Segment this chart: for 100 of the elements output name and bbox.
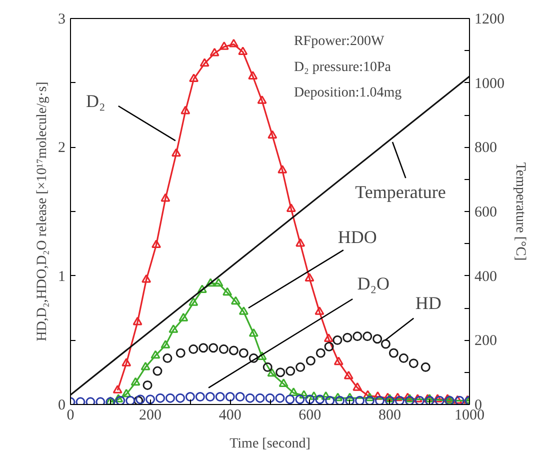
point	[200, 58, 210, 67]
point	[334, 356, 344, 366]
point	[344, 370, 354, 380]
point	[345, 392, 355, 402]
annotation: RFpower:200W	[294, 34, 385, 50]
point	[257, 95, 267, 104]
point	[176, 348, 186, 358]
point	[248, 71, 258, 80]
point	[286, 366, 296, 376]
point	[178, 312, 188, 322]
point	[321, 391, 331, 400]
text: D₂	[86, 90, 106, 111]
point	[295, 394, 305, 404]
point	[324, 342, 334, 352]
point	[304, 273, 314, 282]
point	[392, 392, 402, 402]
point	[76, 397, 86, 404]
point	[420, 362, 430, 372]
point	[267, 368, 277, 377]
point	[166, 393, 175, 403]
y-tick-label: 2	[58, 140, 66, 156]
point	[215, 392, 225, 402]
y2-tick-label: 1200	[474, 12, 504, 28]
point	[175, 393, 185, 403]
y2-tick-label: 1000	[474, 76, 504, 92]
point	[225, 392, 235, 402]
point	[362, 332, 372, 342]
point	[222, 287, 232, 296]
y-tick-label: 3	[58, 12, 66, 28]
point	[197, 284, 207, 294]
point	[309, 391, 319, 400]
point	[255, 393, 265, 403]
point	[195, 392, 205, 402]
point	[365, 392, 374, 402]
point	[230, 296, 240, 305]
point	[315, 394, 325, 404]
point	[185, 392, 195, 402]
x-axis-title: Time [second]	[230, 436, 310, 452]
point	[219, 41, 229, 50]
point	[314, 306, 324, 315]
point	[408, 358, 418, 368]
point	[352, 332, 362, 342]
point	[122, 358, 132, 366]
point	[305, 394, 315, 404]
x-tick-label: 200	[139, 408, 162, 424]
point	[352, 382, 362, 391]
x-tick-label: 600	[298, 408, 322, 424]
point	[206, 278, 216, 287]
point	[140, 362, 150, 370]
point	[388, 348, 398, 358]
point	[374, 396, 384, 404]
point	[268, 130, 278, 139]
y-tick-label: 0	[58, 398, 66, 414]
y2-axis-title: Temperature [°C]	[512, 162, 528, 261]
point	[168, 324, 178, 333]
point	[188, 344, 198, 354]
point	[398, 353, 408, 363]
point	[112, 384, 122, 394]
point	[324, 334, 334, 342]
point	[238, 348, 248, 358]
point	[257, 352, 267, 360]
point	[335, 396, 345, 404]
point	[96, 397, 106, 404]
point	[333, 392, 343, 402]
point	[150, 350, 160, 359]
point	[152, 240, 162, 248]
point	[210, 48, 220, 56]
point	[160, 340, 170, 348]
point	[162, 353, 172, 363]
point	[238, 306, 248, 315]
point	[180, 106, 190, 114]
point	[286, 204, 296, 212]
point	[316, 348, 326, 358]
point	[355, 396, 365, 404]
point	[299, 390, 309, 399]
series-label: Temperature	[355, 182, 446, 202]
point	[248, 353, 258, 363]
point	[296, 362, 306, 372]
y-tick-label: 1	[58, 268, 66, 285]
point	[265, 393, 275, 403]
point	[342, 332, 352, 342]
point	[228, 346, 238, 356]
point	[248, 328, 258, 337]
point	[372, 391, 382, 400]
point	[332, 335, 342, 345]
point	[205, 392, 215, 402]
text: HD	[415, 292, 442, 313]
point	[130, 377, 140, 386]
point	[132, 316, 142, 326]
point	[276, 368, 286, 378]
y-axis-title: HD,D₂,HDO,D₂O release [×10¹⁷molecule/g·s]	[35, 82, 50, 342]
point	[189, 74, 199, 82]
point	[306, 356, 316, 366]
y2-tick-label: 400	[474, 268, 497, 285]
point	[296, 238, 306, 247]
annotation: Deposition:1.04mg	[294, 86, 402, 101]
point	[285, 394, 295, 404]
point	[278, 164, 288, 174]
y2-tick-label: 800	[474, 140, 497, 156]
text: D₂O	[357, 274, 390, 294]
